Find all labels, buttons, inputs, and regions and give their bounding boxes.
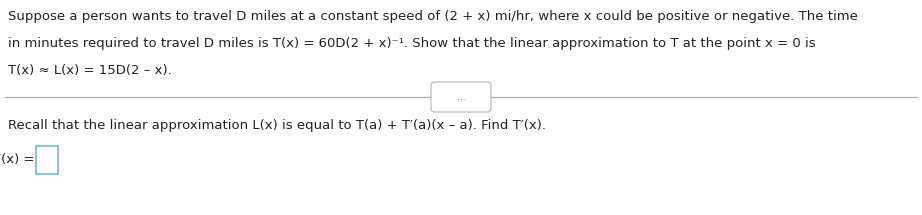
FancyBboxPatch shape xyxy=(431,82,491,112)
FancyBboxPatch shape xyxy=(36,146,58,174)
Text: T′(x) =: T′(x) = xyxy=(0,154,35,166)
Text: in minutes required to travel D miles is T(x) = 60D(2 + x)⁻¹. Show that the line: in minutes required to travel D miles is… xyxy=(8,37,816,50)
Text: Recall that the linear approximation L(x) is equal to T(a) + T′(a)(x – a). Find : Recall that the linear approximation L(x… xyxy=(8,119,546,132)
Text: ...: ... xyxy=(456,92,466,101)
Text: Suppose a person wants to travel D miles at a constant speed of (2 + x) mi/hr, w: Suppose a person wants to travel D miles… xyxy=(8,10,857,23)
Text: T(x) ≈ L(x) = 15D(2 – x).: T(x) ≈ L(x) = 15D(2 – x). xyxy=(8,64,171,77)
